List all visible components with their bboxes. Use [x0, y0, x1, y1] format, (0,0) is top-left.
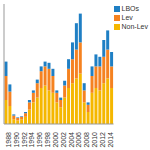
svg-text:1994: 1994 [28, 132, 35, 148]
svg-text:2006: 2006 [75, 132, 82, 148]
svg-text:2004: 2004 [68, 132, 75, 148]
svg-text:1996: 1996 [36, 132, 43, 148]
svg-text:1998: 1998 [44, 132, 51, 148]
svg-text:1990: 1990 [13, 132, 20, 148]
svg-text:1992: 1992 [21, 132, 28, 148]
svg-text:2012: 2012 [99, 132, 106, 148]
svg-text:1988: 1988 [8, 132, 12, 148]
svg-text:2002: 2002 [60, 132, 67, 148]
svg-text:2014: 2014 [107, 132, 114, 148]
svg-text:2008: 2008 [83, 132, 90, 148]
svg-text:2010: 2010 [91, 132, 98, 148]
html-text:LBOs: LBOs [121, 5, 139, 12]
html-text:Lev: Lev [121, 14, 133, 21]
html-text:Non-Lev: Non-Lev [121, 23, 148, 30]
svg-text:2000: 2000 [52, 132, 59, 148]
